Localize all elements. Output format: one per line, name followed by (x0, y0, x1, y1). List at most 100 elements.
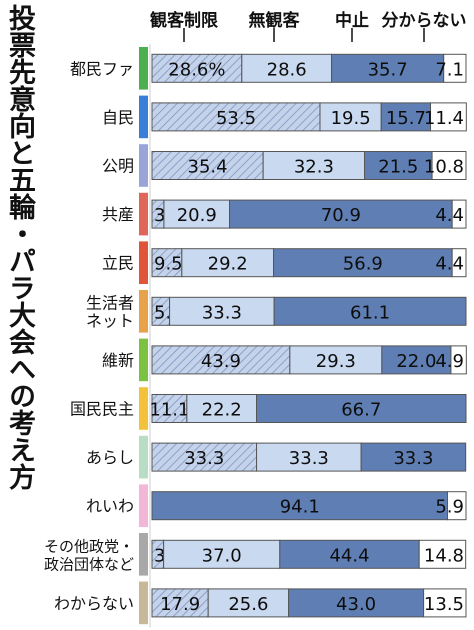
category-label: その他政党・政治団体など (44, 537, 134, 573)
category-color-strip (139, 387, 148, 430)
bar-segment (151, 102, 321, 132)
bar-row: 都民ファ 28.6% 28.6 35.7 7.1 (70, 47, 467, 90)
data-label: 35.7 (368, 59, 408, 80)
bar-segment (207, 588, 290, 618)
data-label: 43.9 (201, 351, 241, 372)
data-label: 61.1 (350, 302, 390, 323)
data-label: 11.1 (149, 400, 189, 421)
category-label: 公明 (102, 157, 134, 176)
data-label: 9.5 (154, 254, 183, 275)
bar-segment (273, 296, 467, 326)
bar-segment (151, 345, 291, 375)
category-label: あらし (86, 448, 134, 467)
bar-row: 維新 43.9 29.3 22.04.9 (102, 338, 467, 382)
category-label: 維新 (102, 351, 134, 370)
legend-label-observer-limit: 観客制限 (150, 11, 218, 31)
data-label: 11.4 (424, 108, 464, 129)
category-label: れいわ (86, 497, 134, 516)
data-label: 28.6% (168, 59, 225, 80)
data-label: 15.7 (386, 108, 426, 129)
data-label: 14.8 (424, 545, 464, 566)
bar-segment (151, 248, 183, 278)
bar-row: わからない 17.9 25.6 43.0 13.5 (54, 581, 467, 625)
data-label: 29.2 (208, 254, 248, 275)
bar-segment (443, 53, 467, 83)
bar-segment (262, 151, 366, 180)
data-label: 37.0 (202, 545, 242, 566)
category-color-strip (139, 290, 148, 333)
bar-segment (151, 491, 448, 521)
bar-segment (186, 394, 258, 423)
bar-segment (331, 53, 445, 83)
bar-segment (256, 442, 362, 472)
legend: 観客制限 無観客 中止 分からない (0, 0, 474, 44)
category-color-strip (139, 47, 148, 90)
data-label: 7.1 (435, 59, 464, 80)
bar-row: 立民 9.5 29.2 56.9 4.4 (102, 241, 467, 284)
category-color-strip (139, 144, 148, 187)
bar-row: 公明 35.4 32.3 21.5 10.8 (102, 144, 467, 187)
category-color-strip (139, 581, 148, 625)
bar-row: あらし 33.3 33.3 33.3 (86, 435, 467, 479)
data-label: 28.6 (267, 59, 307, 80)
data-label: 32.3 (294, 157, 334, 178)
data-label: 22.0 (396, 351, 436, 372)
data-label: 33.3 (202, 302, 242, 323)
category-label: わからない (54, 594, 134, 613)
category-color-strip (139, 533, 148, 576)
data-label: 4.4 (435, 205, 464, 226)
category-color-strip (139, 241, 148, 284)
bar-row: 生活者ネット 5.6 33.3 61.1 (86, 290, 467, 333)
data-label: 13.5 (424, 594, 464, 615)
bar-segment (273, 248, 453, 278)
bar-segment (418, 539, 467, 569)
bar-row: 国民民主 11.1 22.2 66.7 (70, 387, 467, 430)
data-label: 35.4 (188, 157, 228, 178)
bar-segment (151, 151, 264, 180)
bar-row: 自民 53.5 19.5 15.711.4 (102, 95, 467, 139)
data-label: 70.9 (321, 205, 361, 226)
data-label: 5.9 (435, 497, 464, 518)
data-label: 20.9 (177, 205, 217, 226)
data-label: 94.1 (280, 497, 320, 518)
bar-segment (431, 151, 467, 180)
chart-title: 投票先意向と五輪・パラ大会への考え方 (4, 4, 35, 490)
bar-segment (151, 588, 209, 618)
category-color-strip (139, 484, 148, 527)
data-label: 33.3 (393, 448, 433, 469)
data-label: 66.7 (341, 400, 381, 421)
data-label: 43.0 (336, 594, 376, 615)
category-color-strip (139, 435, 148, 479)
bar-segment (181, 248, 275, 278)
bar-segment (319, 102, 382, 132)
legend-label-no-spectators: 無観客 (248, 11, 300, 31)
bar-row: れいわ 94.1 5.9 (86, 484, 467, 527)
data-label: 25.6 (228, 594, 268, 615)
bar-segment (229, 199, 453, 229)
data-label: 33.3 (184, 448, 224, 469)
category-label: 立民 (102, 254, 134, 273)
bar-segment (451, 248, 467, 278)
bar-segment (360, 442, 467, 472)
data-label: 44.4 (329, 545, 369, 566)
bar-segment (430, 102, 467, 132)
category-label: 自民 (102, 108, 134, 127)
data-label: 29.3 (316, 351, 356, 372)
bar-segment (279, 539, 420, 569)
data-label: 21.5 (378, 157, 418, 178)
category-color-strip (139, 338, 148, 382)
data-label: 4.9 (435, 351, 464, 372)
bar-segment (451, 199, 467, 229)
bar-segment (163, 539, 281, 569)
bar-segment (450, 345, 467, 375)
legend-label-cancel: 中止 (335, 11, 369, 31)
category-color-strip (139, 192, 148, 236)
bar-segment (423, 588, 467, 618)
data-label: 17.9 (160, 594, 200, 615)
legend-label-unknown: 分からない (381, 11, 467, 31)
category-color-strip (139, 95, 148, 139)
bar-row: 共産3.820.970.94.4 (102, 192, 467, 236)
bar-segment (256, 394, 467, 423)
